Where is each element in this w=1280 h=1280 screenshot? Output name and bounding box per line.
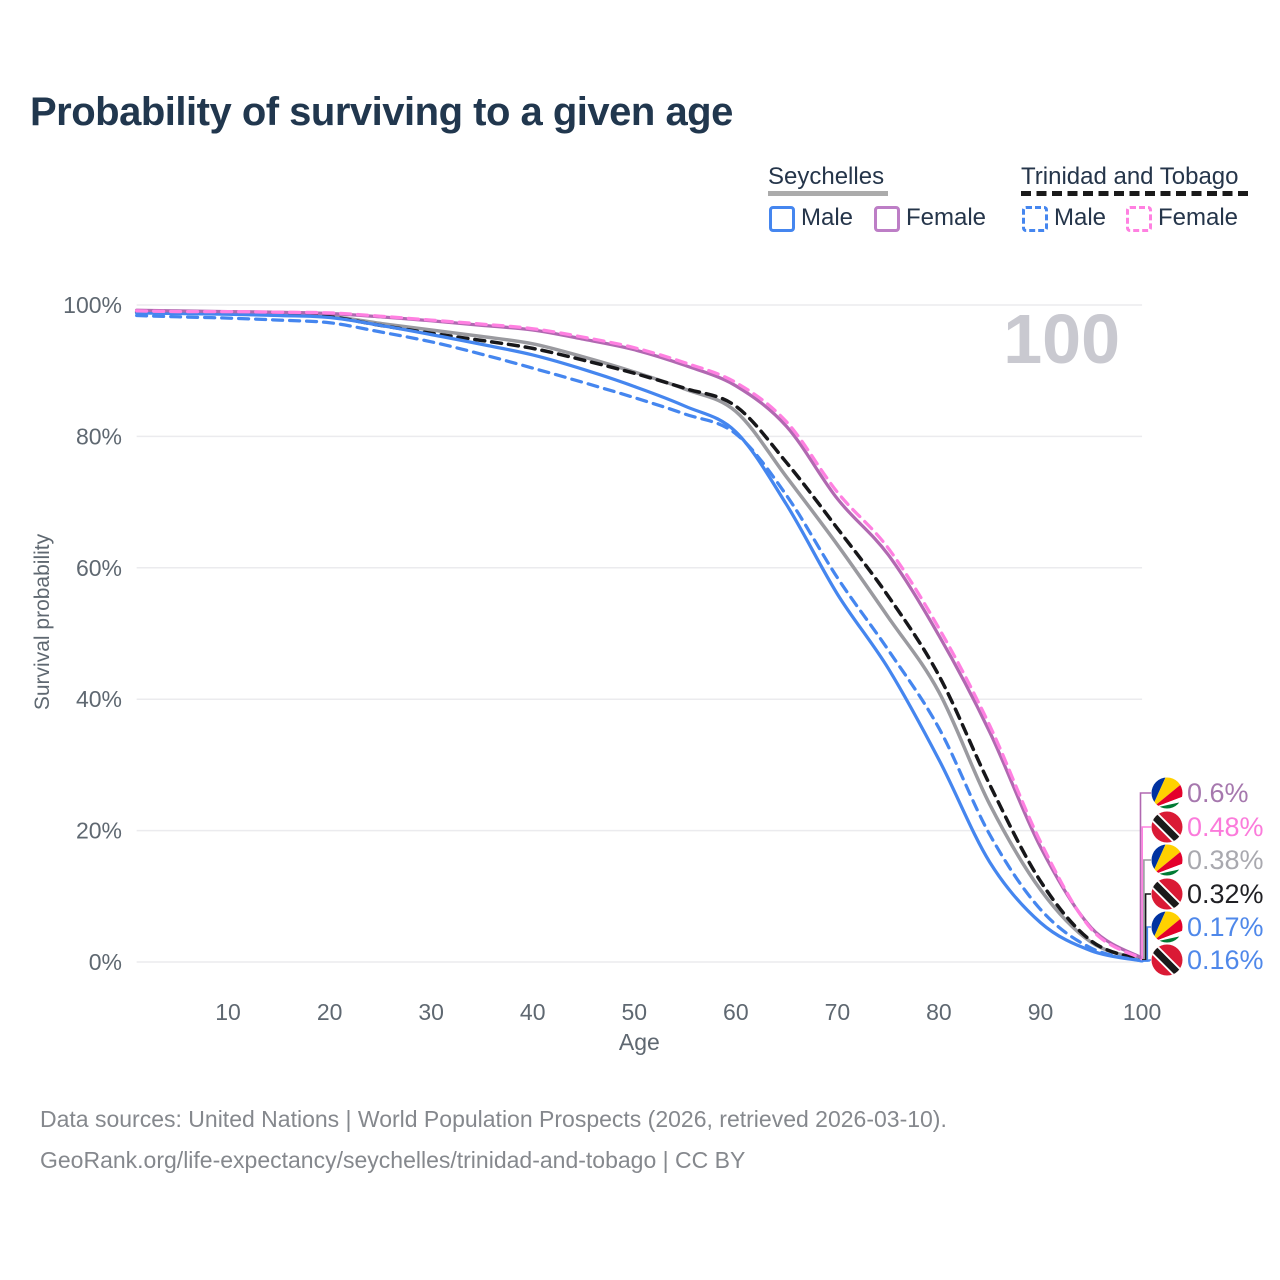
- end-value-seychelles-male: 0.17%: [1187, 912, 1264, 942]
- y-tick-label-80: 80%: [76, 423, 122, 449]
- leader-line-trinidad-and-tobago-male: [1142, 959, 1151, 962]
- curve-seychelles-male[interactable]: [135, 311, 1144, 963]
- x-tick-label-80: 80: [926, 999, 952, 1025]
- y-tick-label-60: 60%: [76, 555, 122, 581]
- end-label-seychelles-both-sexes: 0.38%: [1151, 844, 1264, 876]
- legend-group-title-seychelles: Seychelles: [768, 163, 885, 190]
- x-tick-label-20: 20: [317, 999, 343, 1025]
- curve-seychelles-female[interactable]: [135, 308, 1144, 960]
- x-tick-label-30: 30: [418, 999, 444, 1025]
- seychelles-line-sample: [768, 191, 888, 196]
- end-value-trinidad-and-tobago-male: 0.16%: [1187, 945, 1264, 975]
- legend-item-trinidad-female[interactable]: Female: [1158, 204, 1239, 231]
- trinidad-female-swatch-icon[interactable]: [1126, 206, 1152, 232]
- end-value-trinidad-and-tobago-both-sexes: 0.32%: [1187, 879, 1264, 909]
- curve-trinidad-and-tobago-female[interactable]: [135, 309, 1144, 961]
- x-tick-label-100: 100: [1123, 999, 1161, 1025]
- x-tick-label-60: 60: [723, 999, 749, 1025]
- legend-item-trinidad-male[interactable]: Male: [1054, 204, 1107, 231]
- y-tick-label-40: 40%: [76, 686, 122, 712]
- x-tick-label-40: 40: [520, 999, 546, 1025]
- y-tick-label-100: 100%: [63, 292, 122, 318]
- trinidad-flag-icon: [1151, 944, 1183, 976]
- curve-trinidad-and-tobago-male[interactable]: [135, 313, 1144, 963]
- end-label-trinidad-and-tobago-male: 0.16%: [1151, 944, 1264, 976]
- seychelles-male-swatch-icon[interactable]: [769, 206, 795, 232]
- end-label-trinidad-and-tobago-female: 0.48%: [1151, 811, 1264, 843]
- x-tick-label-70: 70: [825, 999, 851, 1025]
- legend-group-title-trinidad: Trinidad and Tobago: [1021, 163, 1239, 190]
- trinidad-line-sample: [1021, 191, 1248, 196]
- attribution-line: GeoRank.org/life-expectancy/seychelles/t…: [40, 1147, 746, 1173]
- data-source-line: Data sources: United Nations | World Pop…: [40, 1106, 947, 1132]
- legend-item-seychelles-male[interactable]: Male: [801, 204, 854, 231]
- seychelles-flag-icon: [1151, 911, 1183, 943]
- leader-line-seychelles-female: [1139, 792, 1151, 959]
- end-label-trinidad-and-tobago-both-sexes: 0.32%: [1151, 878, 1264, 910]
- seychelles-flag-icon: [1151, 844, 1183, 876]
- x-axis-title: Age: [619, 1029, 660, 1055]
- end-label-seychelles-female: 0.6%: [1151, 777, 1249, 809]
- end-value-trinidad-and-tobago-female: 0.48%: [1187, 812, 1264, 842]
- end-value-seychelles-female: 0.6%: [1187, 778, 1249, 808]
- x-tick-label-10: 10: [215, 999, 241, 1025]
- trinidad-flag-icon: [1151, 811, 1183, 843]
- seychelles-female-swatch-icon[interactable]: [874, 206, 900, 232]
- hover-age-watermark: 100: [1003, 300, 1120, 378]
- y-tick-label-20: 20%: [76, 818, 122, 844]
- leader-line-trinidad-and-tobago-both-sexes: [1142, 893, 1151, 961]
- end-value-seychelles-both-sexes: 0.38%: [1187, 845, 1264, 875]
- x-tick-label-50: 50: [621, 999, 647, 1025]
- trinidad-flag-icon: [1151, 878, 1183, 910]
- x-tick-label-90: 90: [1028, 999, 1054, 1025]
- y-tick-label-0: 0%: [89, 949, 122, 975]
- page-title: Probability of surviving to a given age: [30, 90, 733, 134]
- legend-item-seychelles-female[interactable]: Female: [906, 204, 987, 231]
- end-label-seychelles-male: 0.17%: [1151, 911, 1264, 943]
- seychelles-flag-icon: [1151, 777, 1183, 809]
- trinidad-male-swatch-icon[interactable]: [1022, 206, 1048, 232]
